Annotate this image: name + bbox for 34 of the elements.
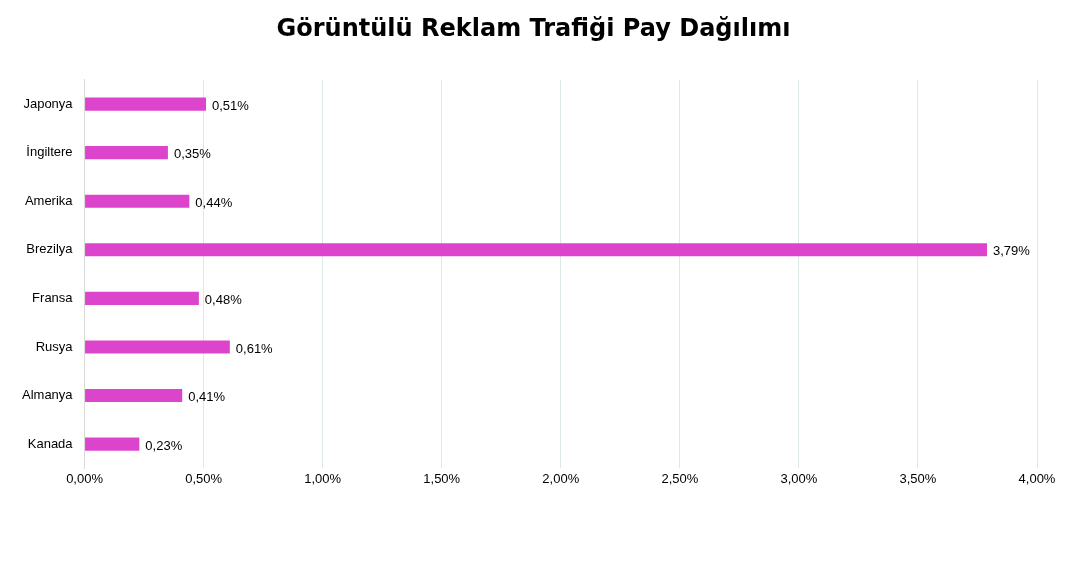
x-tick-label: 3,50% xyxy=(899,470,937,486)
data-label: 3,79% xyxy=(993,243,1031,259)
data-label: 0,51% xyxy=(212,97,250,113)
y-tick-label: Fransa xyxy=(32,289,74,305)
bar xyxy=(85,243,987,257)
bar xyxy=(85,388,183,403)
y-tick-label: Kanada xyxy=(27,435,74,451)
data-label: 0,61% xyxy=(235,340,274,356)
bar xyxy=(85,437,140,451)
x-tick-label: 0,00% xyxy=(66,470,104,486)
y-tick-label: Japonya xyxy=(23,95,74,111)
bar xyxy=(85,291,199,305)
data-label: 0,44% xyxy=(195,194,233,210)
bar xyxy=(85,97,207,111)
bar xyxy=(85,340,230,354)
x-tick-label: 3,00% xyxy=(780,470,818,486)
y-tick-label: İngiltere xyxy=(26,144,73,160)
x-tick-label: 1,00% xyxy=(304,470,342,486)
x-tick-label: 4,00% xyxy=(1018,470,1056,486)
y-tick-label: Almanya xyxy=(22,387,74,403)
data-label: 0,41% xyxy=(188,389,226,405)
x-tick-label: 1,50% xyxy=(423,470,461,486)
data-label: 0,48% xyxy=(204,291,243,307)
bar xyxy=(85,146,168,160)
data-label: 0,23% xyxy=(145,437,183,453)
chart-title: Görüntülü Reklam Trafiği Pay Dağılımı xyxy=(275,14,792,42)
y-tick-label: Brezilya xyxy=(26,241,74,257)
y-tick-label: Amerika xyxy=(24,192,74,208)
x-tick-label: 2,00% xyxy=(542,470,580,486)
x-tick-label: 2,50% xyxy=(661,470,699,486)
data-label: 0,35% xyxy=(173,146,212,162)
bar xyxy=(85,194,190,208)
x-tick-label: 0,50% xyxy=(185,470,223,486)
y-tick-label: Rusya xyxy=(35,338,74,354)
